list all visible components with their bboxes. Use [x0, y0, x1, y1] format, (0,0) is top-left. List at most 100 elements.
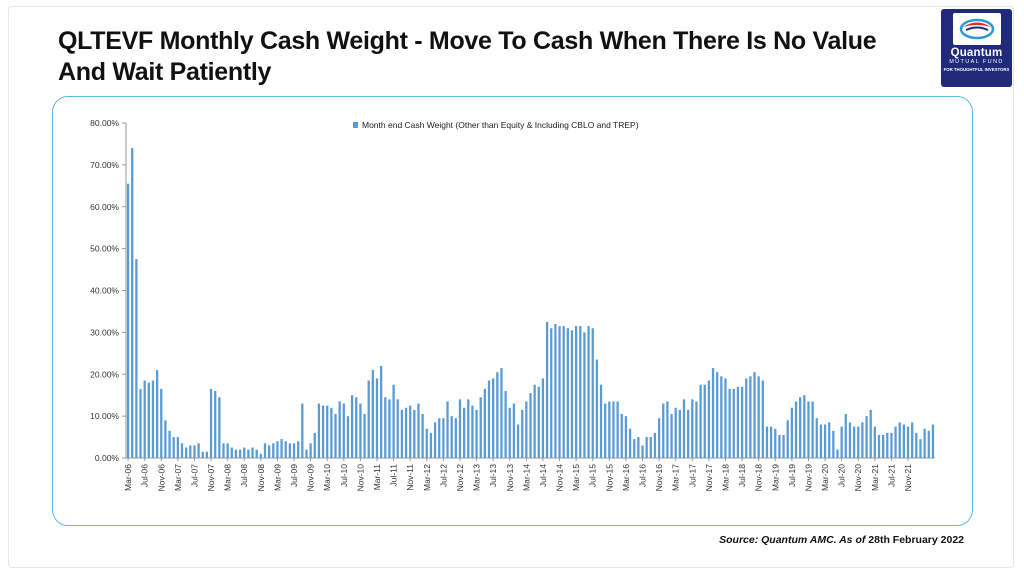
chart-bar	[550, 328, 553, 458]
chart-bar	[147, 382, 150, 458]
x-tick-label: Jul-07	[189, 464, 199, 487]
chart-bar	[703, 384, 706, 458]
x-tick-label: Nov-18	[754, 464, 764, 492]
x-tick-label: Mar-19	[770, 464, 780, 491]
x-tick-label: Nov-17	[704, 464, 714, 492]
x-tick-label: Mar-14	[521, 464, 531, 491]
x-tick-label: Mar-12	[422, 464, 432, 491]
chart-card: 0.00% 10.00% 20.00% 30.00% 40.00% 50.00% 60.00…	[52, 96, 973, 526]
chart-bar	[417, 403, 420, 458]
chart-bar	[823, 424, 827, 458]
chart-bar	[388, 399, 391, 458]
chart-bar	[380, 365, 383, 458]
chart-bar	[496, 372, 499, 458]
chart-bar	[234, 449, 238, 458]
x-tick-label: Mar-18	[720, 464, 730, 491]
chart-bar	[898, 422, 901, 458]
chart-bar	[143, 380, 146, 458]
chart-bar	[151, 380, 155, 458]
chart-bar	[442, 418, 445, 458]
chart-bar	[786, 420, 789, 458]
chart-bar	[164, 420, 167, 458]
chart-bar	[454, 418, 457, 458]
chart-bar	[608, 401, 611, 458]
chart-bar	[350, 395, 354, 458]
chart-bar	[396, 399, 399, 458]
chart-bar	[247, 449, 250, 458]
chart-bar	[500, 367, 503, 458]
chart-bar	[467, 399, 470, 458]
chart-bar	[724, 378, 727, 458]
slide-frame	[8, 6, 1014, 568]
chart-bar	[197, 443, 200, 458]
chart-bar	[649, 437, 652, 458]
chart-bar	[404, 407, 408, 458]
chart-bar	[214, 391, 217, 458]
chart-bar	[508, 407, 511, 458]
x-tick-label: Jul-14	[538, 464, 548, 487]
chart-bar	[740, 386, 744, 458]
chart-bar	[894, 426, 897, 458]
x-tick-label: Jul-20	[837, 464, 847, 487]
x-tick-label: Mar-09	[272, 464, 282, 491]
chart-bar	[882, 434, 885, 458]
x-tick-label: Nov-12	[455, 464, 465, 492]
y-tick-label: 70.00%	[90, 160, 119, 170]
x-tick-label: Nov-14	[555, 464, 565, 492]
chart-bar	[185, 447, 188, 458]
chart-bar	[321, 405, 325, 458]
chart-bar	[844, 414, 847, 458]
chart-bar	[338, 401, 341, 458]
chart-bar	[355, 397, 358, 458]
logo-tagline: FOR THOUGHTFUL INVESTORS	[943, 67, 1010, 72]
chart-bar	[263, 443, 267, 458]
chart-bar	[525, 401, 528, 458]
chart-bar	[566, 328, 569, 458]
x-tick-label: Mar-10	[322, 464, 332, 491]
chart-bar	[765, 426, 769, 458]
x-tick-label: Jul-09	[289, 464, 299, 487]
chart-bar	[131, 148, 134, 458]
x-tick-label: Mar-13	[472, 464, 482, 491]
chart-bar	[305, 449, 308, 458]
x-tick-label: Mar-21	[870, 464, 880, 491]
chart-bar	[815, 418, 818, 458]
chart-bar	[769, 426, 773, 458]
chart-bar	[720, 376, 723, 458]
chart-bar	[392, 384, 395, 458]
chart-bar	[384, 397, 387, 458]
chart-bar	[923, 428, 926, 458]
page-title: QLTEVF Monthly Cash Weight - Move To Cas…	[58, 27, 877, 86]
chart-bar	[657, 418, 661, 458]
chart-bar	[475, 409, 478, 458]
chart-bar	[438, 418, 441, 458]
x-tick-label: Nov-16	[654, 464, 664, 492]
chart-bar	[276, 441, 279, 458]
chart-bar	[811, 401, 814, 458]
source-label: Source: Quantum AMC. As of	[719, 534, 866, 546]
y-tick-label: 60.00%	[90, 202, 119, 212]
chart-bar	[126, 183, 130, 458]
chart-bar	[695, 401, 698, 458]
x-tick-label: Jul-08	[239, 464, 249, 487]
chart-bar	[176, 437, 179, 458]
chart-bar	[135, 259, 138, 458]
x-tick-label: Jul-06	[140, 464, 150, 487]
x-tick-label: Jul-17	[687, 464, 697, 487]
chart-bar	[736, 386, 740, 458]
y-tick-label: 40.00%	[90, 286, 119, 296]
chart-bar	[421, 414, 424, 458]
chart-bar	[288, 443, 292, 458]
chart-bar	[782, 434, 785, 458]
chart-bar	[707, 380, 711, 458]
chart-bar	[409, 405, 412, 458]
chart-bar	[591, 328, 594, 458]
x-tick-label: Mar-16	[621, 464, 631, 491]
x-tick-label: Nov-06	[156, 464, 166, 492]
chart-bar	[595, 359, 599, 458]
chart-bar	[832, 430, 835, 458]
x-tick-label: Nov-20	[853, 464, 863, 492]
x-tick-label: Mar-20	[820, 464, 830, 491]
x-tick-label: Nov-08	[256, 464, 266, 492]
chart-bar	[919, 439, 922, 458]
